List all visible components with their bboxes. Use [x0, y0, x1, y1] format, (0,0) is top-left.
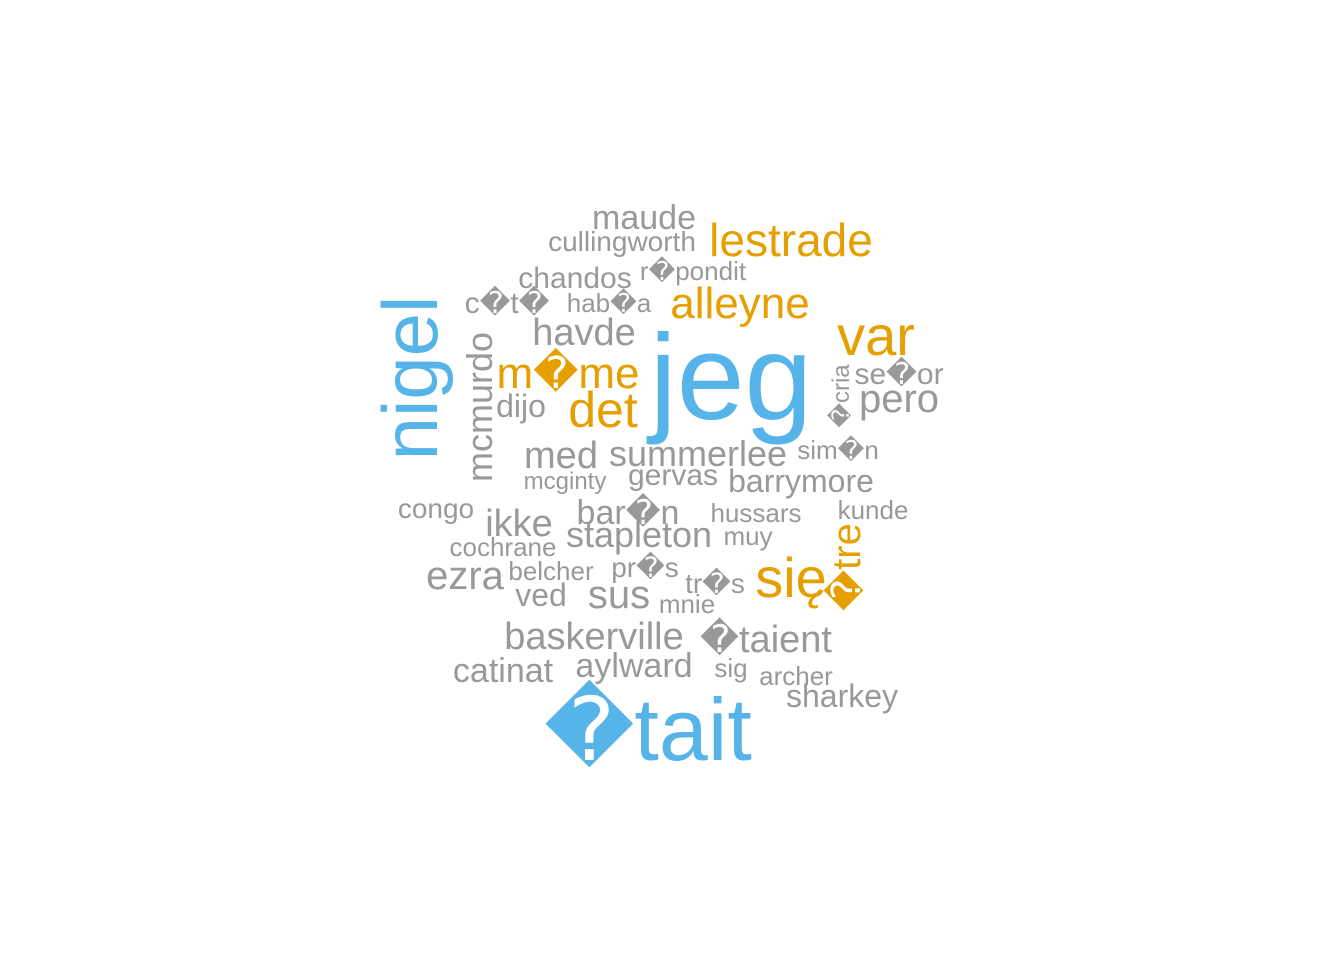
word-30: bar�n [577, 492, 680, 532]
word-13: r�pondit [640, 256, 747, 286]
word-16: havde [532, 312, 636, 354]
word-4: lestrade [709, 214, 873, 266]
word-31: hussars [710, 498, 801, 528]
word-40: ved [515, 577, 567, 613]
word-19: se�or [854, 356, 943, 391]
word-44: �taient [700, 617, 832, 661]
word-14: c�t� [465, 285, 550, 320]
word-10: maude [592, 199, 696, 237]
word-49: sharkey [786, 678, 898, 714]
word-38: pr�s [611, 551, 679, 583]
word-37: belcher [508, 556, 594, 586]
word-6: m�me [497, 347, 640, 398]
word-9: �tre [823, 523, 869, 611]
word-27: barrymore [728, 463, 874, 499]
word-39: tr�s [685, 567, 745, 599]
word-35: muy [723, 521, 772, 551]
word-42: mnie [659, 589, 715, 619]
word-36: ezra [426, 554, 505, 598]
word-45: catinat [453, 652, 554, 690]
word-2: nigel [366, 296, 454, 461]
word-1: �tait [544, 679, 752, 779]
word-43: baskerville [504, 616, 684, 658]
word-15: hab�a [567, 288, 652, 318]
word-29: ikke [485, 503, 553, 545]
word-18: dijo [496, 388, 546, 424]
word-23: summerlee [609, 433, 787, 474]
word-8: się [755, 546, 827, 609]
word-47: sig [714, 653, 747, 683]
word-11: cullingworth [548, 226, 696, 257]
word-0: jeg [647, 309, 813, 445]
word-41: sus [588, 573, 650, 617]
word-25: mcginty [524, 468, 607, 495]
word-33: cochrane [450, 532, 557, 562]
word-5: alleyne [670, 279, 809, 328]
word-24: sim�n [797, 435, 879, 465]
word-26: gervas [628, 459, 718, 492]
word-7: det [568, 382, 638, 438]
word-20: pero [859, 377, 939, 421]
word-22: med [524, 435, 598, 477]
word-28: congo [398, 493, 474, 524]
word-48: archer [759, 661, 833, 691]
word-17: mcmurdo [459, 332, 500, 482]
word-12: chandos [518, 262, 631, 295]
word-46: aylward [575, 647, 692, 685]
word-32: kunde [838, 495, 909, 525]
word-34: stapleton [566, 514, 712, 555]
word-21: �cria [827, 364, 855, 428]
word-3: var [837, 304, 915, 367]
